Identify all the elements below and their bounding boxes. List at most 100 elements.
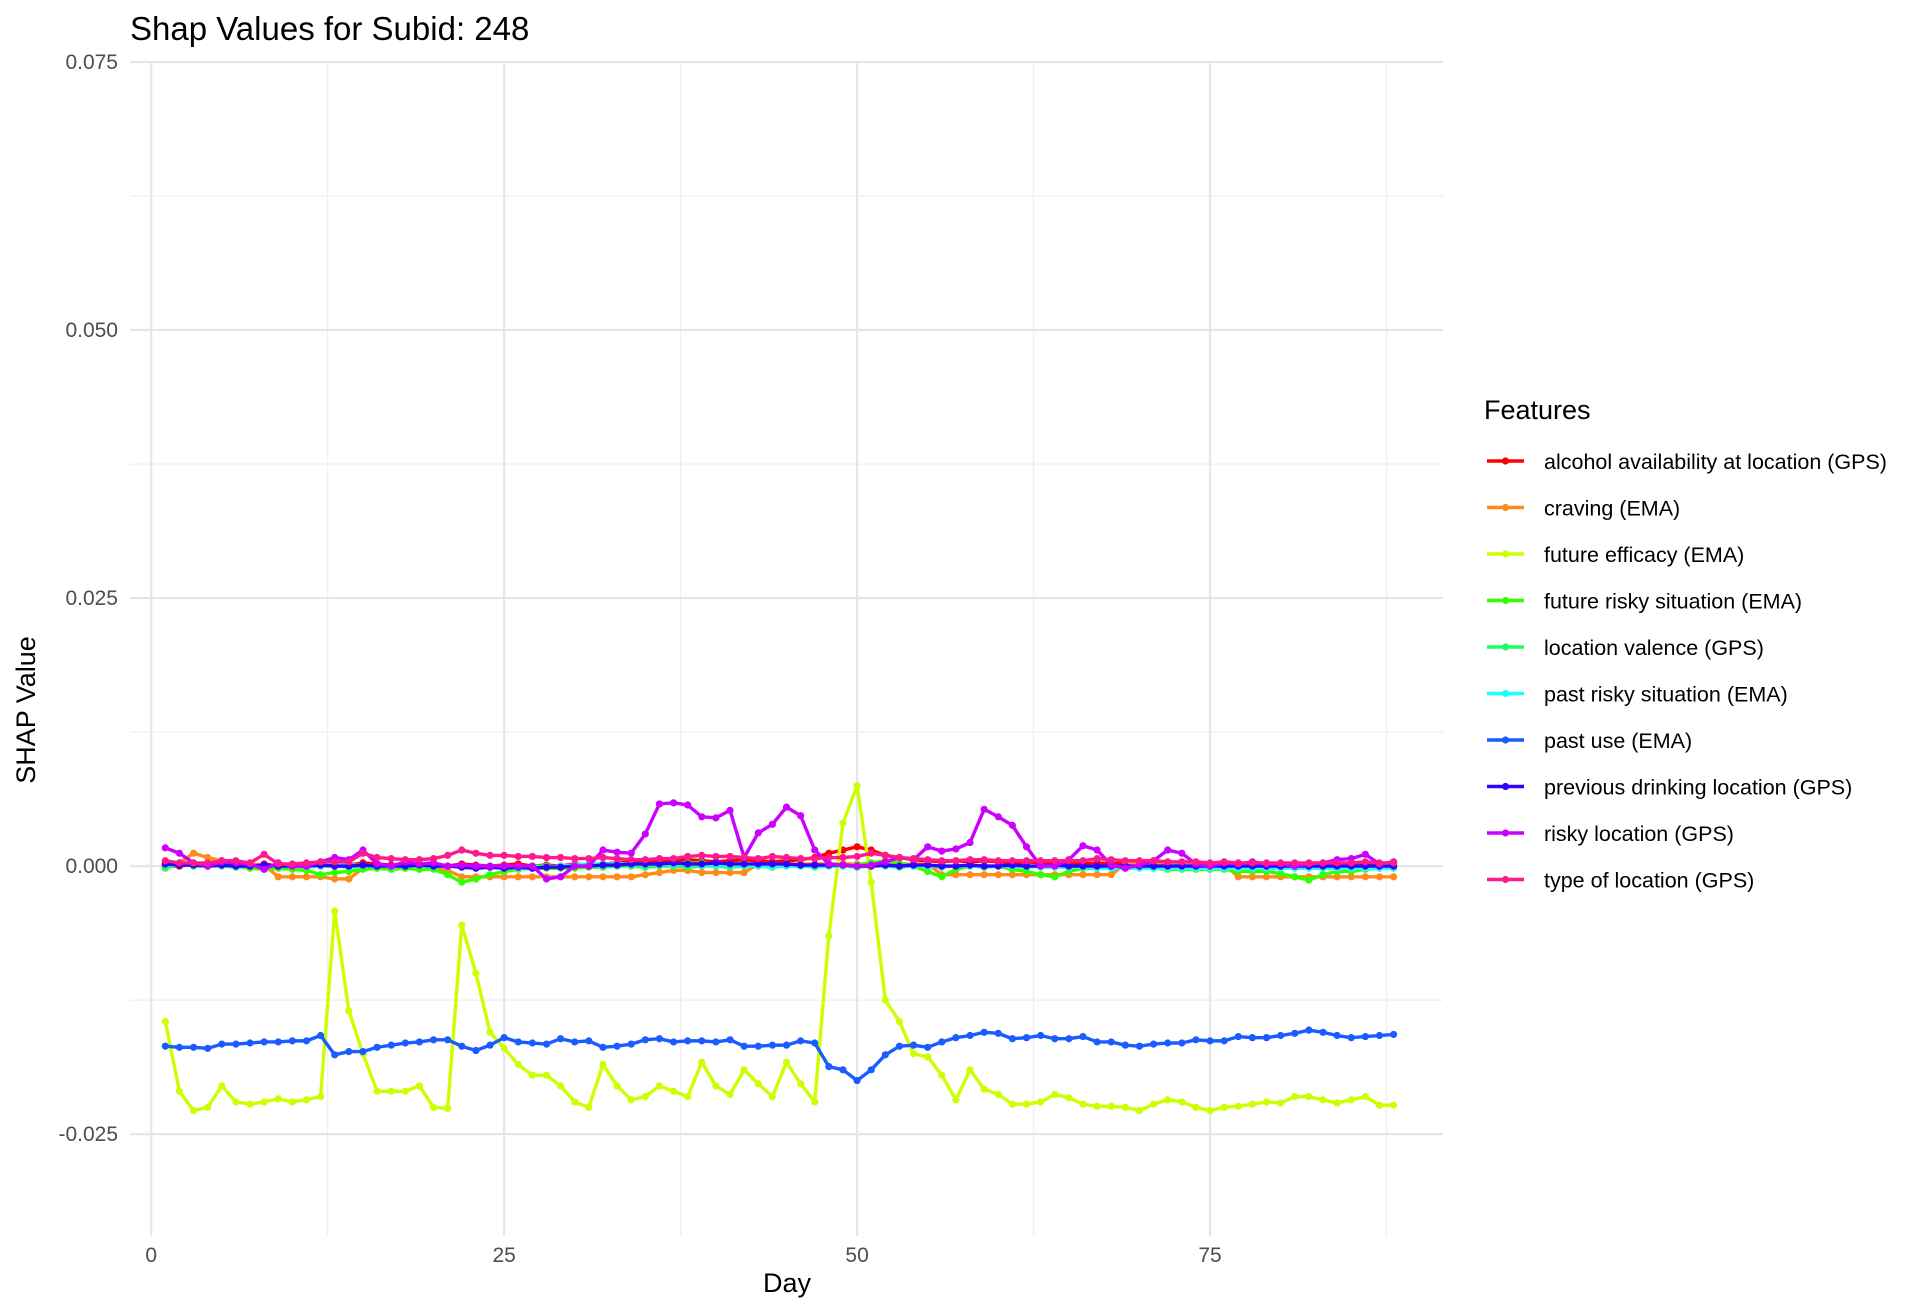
data-point xyxy=(726,868,734,877)
data-point xyxy=(1361,1093,1369,1101)
data-point xyxy=(1121,864,1129,872)
data-point xyxy=(627,849,635,857)
data-point xyxy=(1079,871,1087,879)
y-tick-label: 0.000 xyxy=(65,855,118,878)
data-point xyxy=(1149,857,1158,865)
data-point xyxy=(938,847,946,855)
data-point xyxy=(712,868,720,877)
data-point xyxy=(1178,1098,1186,1106)
data-point xyxy=(1079,862,1087,870)
data-point xyxy=(1008,857,1016,865)
data-point xyxy=(881,851,889,859)
data-point xyxy=(571,873,579,881)
data-point xyxy=(246,1039,254,1047)
legend-label: craving (EMA) xyxy=(1544,497,1680,521)
data-point xyxy=(641,1093,649,1101)
data-point xyxy=(740,860,748,868)
data-point xyxy=(1361,850,1369,858)
data-point xyxy=(909,1050,918,1058)
data-point xyxy=(528,1071,536,1079)
data-point xyxy=(1347,1034,1355,1042)
data-point xyxy=(994,813,1002,821)
data-point xyxy=(1375,1031,1384,1040)
legend-item: craving (EMA) xyxy=(1487,497,1680,521)
data-point xyxy=(797,1080,805,1088)
data-point xyxy=(458,921,466,929)
data-point xyxy=(514,873,522,881)
data-point xyxy=(204,853,212,862)
data-point xyxy=(1135,1042,1144,1050)
legend-item: location valence (GPS) xyxy=(1487,636,1764,660)
legend-label: alcohol availability at location (GPS) xyxy=(1544,450,1887,474)
data-point xyxy=(458,1042,466,1050)
data-point xyxy=(895,862,904,870)
data-point xyxy=(302,859,311,867)
series-line xyxy=(163,1028,1396,1083)
data-point xyxy=(1135,1106,1144,1115)
data-point xyxy=(980,871,988,879)
data-point xyxy=(1051,1090,1059,1099)
data-point xyxy=(585,1103,593,1111)
data-point xyxy=(500,862,508,870)
legend-item: alcohol availability at location (GPS) xyxy=(1487,450,1887,474)
data-point xyxy=(345,1047,353,1056)
data-point xyxy=(317,1031,325,1040)
data-point xyxy=(1093,1038,1101,1046)
data-point xyxy=(768,820,776,828)
data-point xyxy=(387,855,395,863)
data-point xyxy=(655,860,664,868)
data-point xyxy=(655,855,664,863)
data-point xyxy=(1277,1031,1285,1040)
data-point xyxy=(1262,873,1271,881)
data-point xyxy=(938,873,946,881)
legend-key-point xyxy=(1501,596,1510,605)
data-point xyxy=(1121,1103,1129,1111)
legend-label: past risky situation (EMA) xyxy=(1544,683,1788,707)
data-point xyxy=(345,875,353,883)
data-point xyxy=(401,1087,409,1095)
data-point xyxy=(811,846,819,854)
legend-item: previous drinking location (GPS) xyxy=(1487,776,1852,800)
data-point xyxy=(754,829,762,837)
data-point xyxy=(698,1058,706,1066)
data-point xyxy=(331,1051,339,1059)
data-point xyxy=(401,856,409,864)
data-point xyxy=(359,849,367,857)
data-point xyxy=(500,851,508,859)
data-point xyxy=(684,1037,692,1045)
data-point xyxy=(175,1087,184,1095)
legend-item: past use (EMA) xyxy=(1487,729,1692,753)
data-point xyxy=(1234,859,1242,867)
data-point xyxy=(500,873,508,881)
data-point xyxy=(331,858,339,866)
data-point xyxy=(1008,1035,1016,1043)
data-point xyxy=(627,1040,635,1048)
data-point xyxy=(726,1090,734,1099)
y-tick-label: 0.050 xyxy=(65,319,118,342)
data-point xyxy=(952,1034,960,1042)
data-point xyxy=(881,858,889,866)
legend-label: previous drinking location (GPS) xyxy=(1544,776,1852,800)
data-point xyxy=(557,863,565,871)
data-point xyxy=(1305,1093,1313,1101)
data-point xyxy=(839,1066,847,1074)
data-point xyxy=(204,1103,212,1111)
data-point xyxy=(1037,857,1045,865)
data-point xyxy=(768,860,776,868)
legend-label: future risky situation (EMA) xyxy=(1544,590,1802,614)
data-point xyxy=(1375,873,1384,881)
data-point xyxy=(1333,1031,1341,1040)
data-point xyxy=(952,1096,960,1104)
data-point xyxy=(571,1098,579,1106)
data-point xyxy=(458,861,466,869)
data-point xyxy=(994,871,1002,879)
data-point xyxy=(655,1035,664,1043)
data-point xyxy=(246,859,254,867)
data-point xyxy=(1277,870,1285,878)
data-point xyxy=(1051,873,1059,881)
data-point xyxy=(655,1082,664,1090)
data-point xyxy=(1178,849,1186,857)
data-point xyxy=(429,1036,438,1044)
